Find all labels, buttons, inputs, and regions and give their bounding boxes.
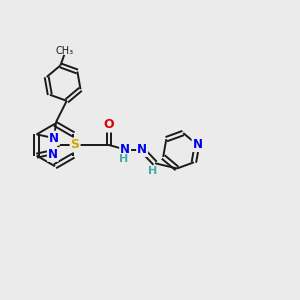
Text: N: N (193, 138, 202, 151)
Text: N: N (49, 132, 59, 145)
Text: H: H (148, 166, 158, 176)
Text: O: O (103, 118, 114, 131)
Text: CH₃: CH₃ (55, 46, 73, 56)
Text: H: H (119, 154, 128, 164)
Text: N: N (137, 143, 147, 156)
Text: N: N (120, 143, 130, 156)
Text: S: S (70, 139, 80, 152)
Text: N: N (48, 148, 58, 161)
